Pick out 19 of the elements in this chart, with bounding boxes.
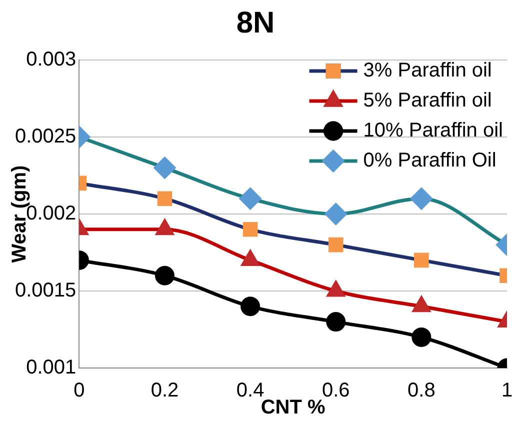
chart-title: 8N <box>236 6 275 40</box>
x-tick-label: 0 <box>74 380 85 402</box>
legend-label: 0% Paraffin Oil <box>363 150 496 172</box>
point <box>242 222 258 237</box>
y-tick-label: 0.0025 <box>15 126 76 148</box>
x-tick-label: 1 <box>501 380 513 402</box>
legend-label: 10% Paraffin oil <box>363 120 503 142</box>
y-tick-label: 0.0015 <box>15 280 76 302</box>
y-tick-label: 0.001 <box>26 356 76 379</box>
x-tick-label: 0.2 <box>150 380 179 402</box>
legend-label: 5% Paraffin oil <box>363 90 492 112</box>
y-tick-label: 0.003 <box>26 48 76 71</box>
point <box>326 312 346 332</box>
x-tick-label: 0.8 <box>408 380 436 402</box>
point <box>328 237 344 252</box>
point <box>325 203 347 225</box>
point <box>240 296 260 316</box>
legend-label: 3% Paraffin oil <box>363 60 492 82</box>
point <box>240 188 262 210</box>
